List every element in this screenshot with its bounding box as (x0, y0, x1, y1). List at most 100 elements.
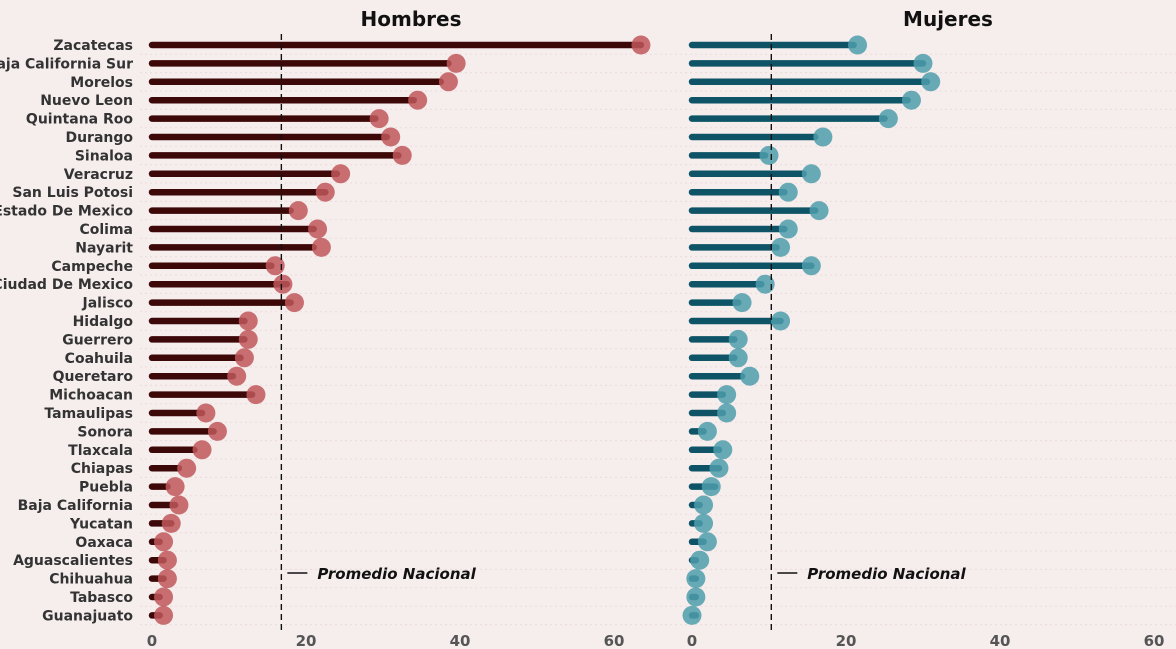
dot (311, 237, 331, 257)
dot (154, 532, 174, 552)
state-label: Chiapas (71, 461, 133, 477)
panel-title: Mujeres (903, 7, 993, 31)
dot (238, 329, 258, 349)
state-label: Yucatan (69, 516, 133, 532)
dot (732, 293, 752, 313)
state-label: Puebla (79, 480, 133, 496)
dot (446, 53, 466, 73)
state-label: Tabasco (70, 590, 133, 606)
dot (381, 127, 401, 147)
state-label: Tamaulipas (44, 406, 133, 422)
dot (690, 550, 710, 570)
state-label: Zacatecas (53, 38, 133, 54)
reference-label: Promedio Nacional (317, 565, 476, 583)
dot (154, 587, 174, 607)
state-label: Aguascalientes (13, 553, 133, 569)
x-tick-label: 40 (450, 632, 471, 649)
dot (728, 329, 748, 349)
reference-label: Promedio Nacional (807, 565, 966, 583)
state-label: Michoacan (49, 388, 133, 404)
dot (701, 477, 721, 497)
dot (801, 164, 821, 184)
dot (161, 513, 181, 533)
dot (234, 348, 254, 368)
state-label: Oaxaca (75, 535, 133, 551)
dot (157, 550, 177, 570)
dot (713, 440, 733, 460)
dot (801, 256, 821, 276)
panel-title: Hombres (361, 7, 462, 31)
dot (771, 237, 791, 257)
x-tick-label: 20 (296, 632, 317, 649)
dot (740, 366, 760, 386)
dot (686, 587, 706, 607)
dot (196, 403, 216, 423)
dot (192, 440, 212, 460)
state-label: Chihuahua (49, 572, 133, 588)
state-label: Morelos (70, 75, 133, 91)
dot (154, 605, 174, 625)
dot (755, 274, 775, 294)
dot (878, 109, 898, 129)
dot (308, 219, 328, 239)
dot (809, 201, 829, 221)
dot (778, 219, 798, 239)
dot (315, 182, 335, 202)
state-label: Tlaxcala (68, 443, 133, 459)
dot (273, 274, 293, 294)
dot (284, 293, 304, 313)
dot (408, 90, 428, 110)
dot (238, 311, 258, 331)
dot (438, 72, 458, 92)
dot (288, 201, 308, 221)
state-label: Baja California Sur (0, 56, 133, 72)
dot (631, 35, 651, 55)
state-label: Nuevo Leon (40, 93, 133, 109)
dot (165, 477, 185, 497)
dot (686, 569, 706, 589)
dot (157, 569, 177, 589)
dot (709, 458, 729, 478)
x-tick-label: 60 (1144, 632, 1165, 649)
dot (913, 53, 933, 73)
dot (694, 495, 714, 515)
state-label: Veracruz (64, 167, 133, 183)
state-label: San Luis Potosi (12, 185, 133, 201)
state-label: Guerrero (62, 332, 133, 348)
dot (265, 256, 285, 276)
state-label: Jalisco (81, 296, 133, 312)
x-tick-label: 0 (687, 632, 697, 649)
dot (759, 145, 779, 165)
state-label: Guanajuato (42, 608, 133, 624)
dot (392, 145, 412, 165)
dot (728, 348, 748, 368)
state-label: Baja California (18, 498, 133, 514)
dot (246, 385, 266, 405)
dot (697, 532, 717, 552)
dot (331, 164, 351, 184)
dot (771, 311, 791, 331)
dot (717, 385, 737, 405)
dot (369, 109, 389, 129)
state-label: Hidalgo (73, 314, 134, 330)
dot (697, 421, 717, 441)
dot (778, 182, 798, 202)
dot (717, 403, 737, 423)
dot (169, 495, 189, 515)
dot (694, 513, 714, 533)
state-label: Queretaro (53, 369, 134, 385)
state-label: Colima (79, 222, 133, 238)
dot (921, 72, 941, 92)
dot (682, 605, 702, 625)
dot (901, 90, 921, 110)
state-label: Durango (65, 130, 133, 146)
x-tick-label: 60 (604, 632, 625, 649)
x-tick-label: 40 (990, 632, 1011, 649)
dot (813, 127, 833, 147)
state-label: Ciudad De Mexico (0, 277, 133, 293)
state-label: Coahuila (65, 351, 133, 367)
state-label: Estado De Mexico (0, 204, 133, 220)
state-label: Campeche (51, 259, 133, 275)
dot (177, 458, 197, 478)
